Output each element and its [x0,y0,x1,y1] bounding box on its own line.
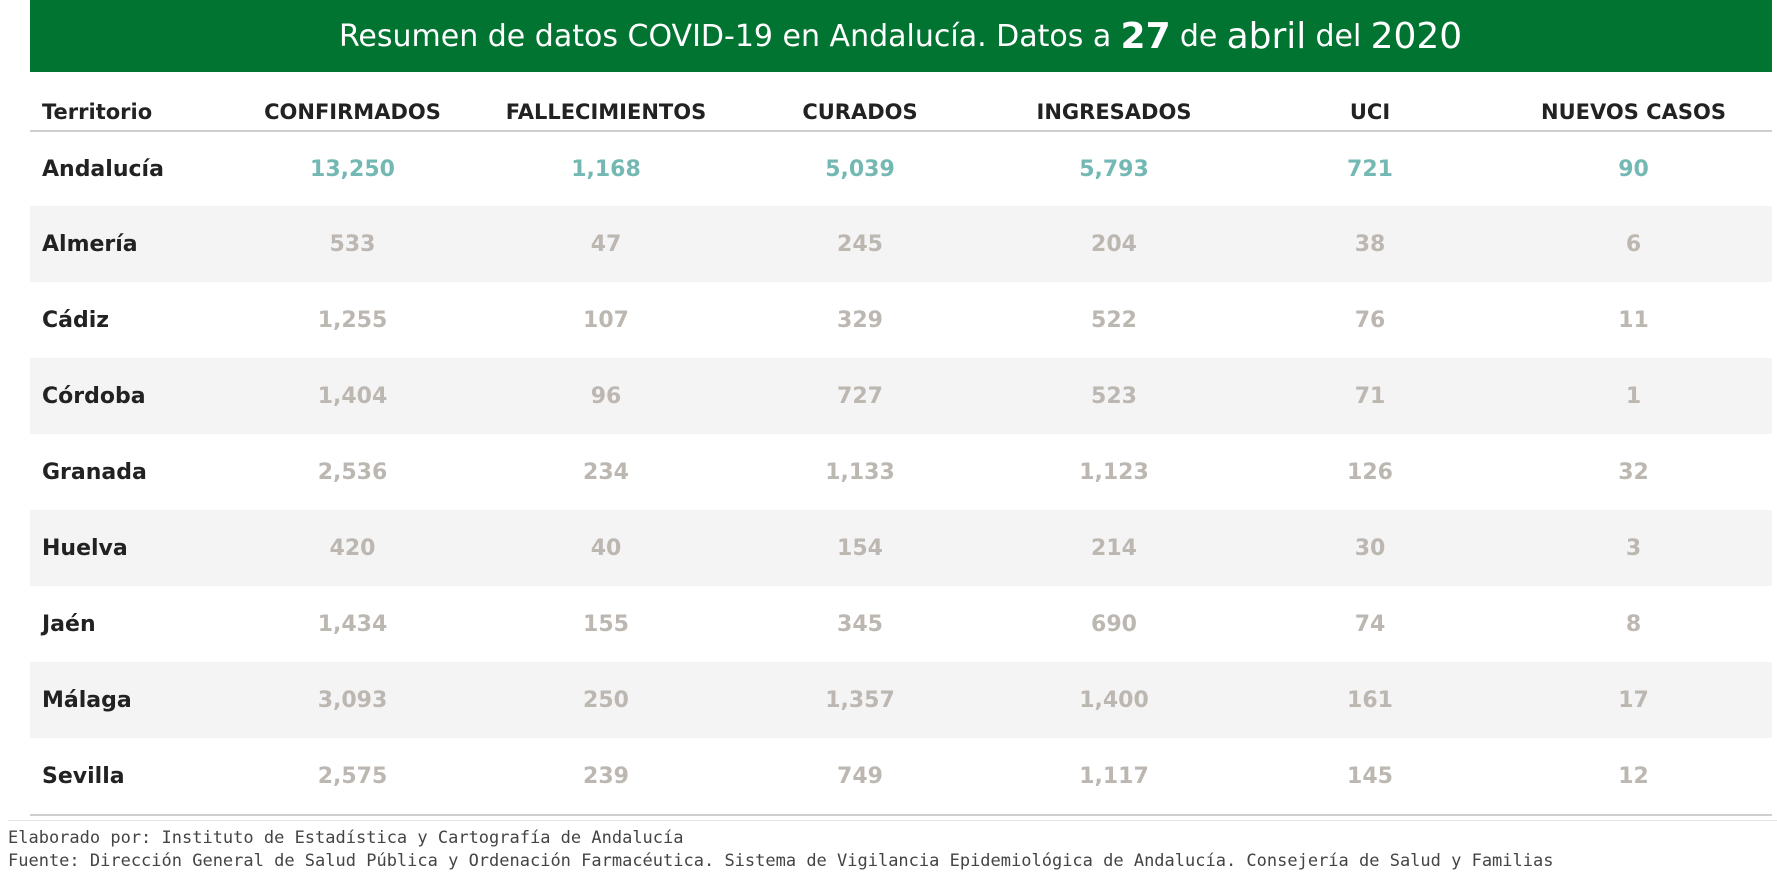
column-header: CURADOS [737,72,983,132]
territory-cell: Málaga [30,662,230,738]
value-cell: 721 [1347,156,1393,182]
value-cell: 690 [1091,611,1137,637]
value-cell: 13,250 [310,156,395,182]
value-cell: 40 [475,510,737,586]
value-cell: 30 [1245,510,1495,586]
value-cell: 17 [1495,662,1772,738]
value-cell: 1,255 [317,307,388,333]
value-cell: 126 [1347,459,1393,485]
value-cell: 420 [230,510,475,586]
value-cell: 74 [1354,611,1386,637]
value-cell: 6 [1495,206,1772,282]
value-cell: 204 [983,206,1245,282]
title-banner: Resumen de datos COVID-19 en Andalucía. … [30,0,1772,72]
title-year: 2020 [1370,15,1463,57]
title-month: abril [1226,15,1307,57]
value-cell: 523 [983,358,1245,434]
value-cell: 1,123 [1079,459,1149,485]
value-cell: 245 [737,206,983,282]
territory-cell: Jaén [42,611,96,637]
title-de: de [1179,18,1218,54]
column-header: NUEVOS CASOS [1495,72,1772,132]
covid-data-table: Territorio CONFIRMADOS FALLECIMIENTOS CURAD… [30,72,1772,816]
value-cell: 250 [475,662,737,738]
value-cell: 76 [1354,307,1386,333]
footer-credit: Elaborado por: Instituto de Estadística … [8,828,684,848]
title-text: Resumen de datos COVID-19 en Andalucía. … [338,18,1112,54]
value-cell: 533 [230,206,475,282]
table-row: Cádiz 1,255 107 329 522 76 11 [30,282,1772,358]
table-header-row: Territorio CONFIRMADOS FALLECIMIENTOS CURAD… [30,72,1772,132]
value-cell: 71 [1245,358,1495,434]
value-cell: 154 [737,510,983,586]
value-cell: 96 [475,358,737,434]
value-cell: 3,093 [230,662,475,738]
column-header: Territorio [30,72,230,132]
territory-cell: Huelva [30,510,230,586]
value-cell: 38 [1245,206,1495,282]
value-cell: 234 [583,459,629,485]
value-cell: 8 [1625,611,1642,637]
value-cell: 155 [583,611,629,637]
value-cell: 239 [475,738,737,816]
value-cell: 1 [1495,358,1772,434]
table-row: Almería 533 47 245 204 38 6 [30,206,1772,282]
table-row: Andalucía 13,250 1,168 5,039 5,793 721 90 [30,131,1772,206]
value-cell: 1,357 [737,662,983,738]
value-cell: 749 [737,738,983,816]
table-row: Málaga 3,093 250 1,357 1,400 161 17 [30,662,1772,738]
title-del: del [1315,18,1362,54]
value-cell: 329 [837,307,883,333]
column-header: FALLECIMIENTOS [475,72,737,132]
title-day: 27 [1120,15,1171,57]
value-cell: 32 [1618,459,1649,485]
footer-source: Fuente: Dirección General de Salud Públi… [8,851,1554,871]
value-cell: 2,575 [230,738,475,816]
value-cell: 345 [837,611,883,637]
value-cell: 1,434 [317,611,388,637]
value-cell: 90 [1618,156,1649,182]
footer: Elaborado por: Instituto de Estadística … [8,820,1777,873]
column-header: INGRESADOS [983,72,1245,132]
territory-cell: Cádiz [42,307,110,333]
value-cell: 1,133 [825,459,895,485]
column-header: UCI [1245,72,1495,132]
value-cell: 5,793 [1079,156,1149,182]
territory-cell: Córdoba [30,358,230,434]
value-cell: 1,400 [983,662,1245,738]
value-cell: 522 [1091,307,1137,333]
value-cell: 5,039 [825,156,895,182]
value-cell: 1,404 [230,358,475,434]
value-cell: 47 [475,206,737,282]
value-cell: 1,117 [983,738,1245,816]
territory-cell: Granada [42,459,147,485]
value-cell: 2,536 [317,459,388,485]
table-body: Andalucía 13,250 1,168 5,039 5,793 721 90 Almer… [30,131,1772,816]
table-row: Córdoba 1,404 96 727 523 71 1 [30,358,1772,434]
value-cell: 11 [1618,307,1649,333]
table-row: Granada 2,536 234 1,133 1,123 126 32 [30,434,1772,510]
territory-cell: Sevilla [30,738,230,816]
territory-cell: Almería [30,206,230,282]
table-row: Jaén 1,434 155 345 690 74 8 [30,586,1772,662]
territory-cell: Andalucía [42,156,164,182]
value-cell: 727 [737,358,983,434]
value-cell: 161 [1245,662,1495,738]
column-header: CONFIRMADOS [230,72,475,132]
value-cell: 145 [1245,738,1495,816]
table-row: Huelva 420 40 154 214 30 3 [30,510,1772,586]
value-cell: 214 [983,510,1245,586]
value-cell: 3 [1495,510,1772,586]
data-panel: Resumen de datos COVID-19 en Andalucía. … [30,0,1772,816]
value-cell: 1,168 [571,156,641,182]
value-cell: 12 [1495,738,1772,816]
value-cell: 107 [583,307,629,333]
table-row: Sevilla 2,575 239 749 1,117 145 12 [30,738,1772,816]
